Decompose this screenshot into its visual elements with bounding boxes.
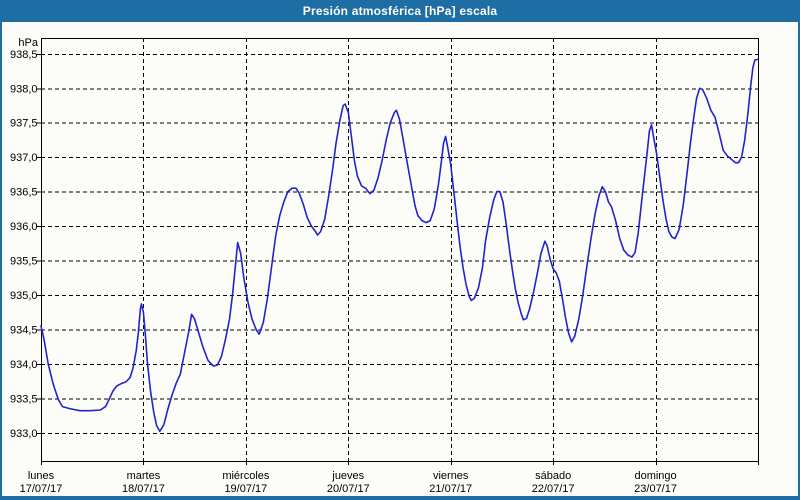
x-date-label: 19/07/17 <box>224 483 267 495</box>
gridlines <box>41 38 758 461</box>
plot-border <box>41 38 759 462</box>
y-tick-label: 938,0 <box>10 83 38 95</box>
y-tick-label: 933,0 <box>10 428 38 440</box>
x-day-label: miércoles <box>222 470 270 482</box>
y-tick-label: 935,0 <box>10 290 38 302</box>
pressure-chart: hPa 938,5 938,0 937,5 937,0 936,5 936,0 935,5 9… <box>10 37 759 495</box>
y-tick-label: 937,0 <box>10 152 38 164</box>
window-titlebar: Presión atmosférica [hPa] escala <box>0 0 800 22</box>
axis-ticks <box>37 53 759 465</box>
x-date-label: 18/07/17 <box>122 483 165 495</box>
y-tick-label: 933,5 <box>10 393 38 405</box>
x-day-label: jueves <box>331 470 364 482</box>
y-tick-label: 934,0 <box>10 359 38 371</box>
x-day-label: sábado <box>535 470 571 482</box>
y-tick-label: 935,5 <box>10 256 38 268</box>
y-tick-label: 937,5 <box>10 118 38 130</box>
x-day-label: viernes <box>433 470 469 482</box>
y-tick-label: 936,0 <box>10 221 38 233</box>
y-tick-label: 934,5 <box>10 324 38 336</box>
x-date-label: 22/07/17 <box>532 483 575 495</box>
y-tick-label: 938,5 <box>10 49 38 61</box>
y-tick-label: 936,5 <box>10 187 38 199</box>
x-day-label: domingo <box>634 470 676 482</box>
x-date-label: 23/07/17 <box>634 483 677 495</box>
x-date-label: 21/07/17 <box>429 483 472 495</box>
x-day-label: martes <box>127 470 161 482</box>
chart-content: hPa 938,5 938,0 937,5 937,0 936,5 936,0 935,5 9… <box>2 22 798 496</box>
x-date-label: 17/07/17 <box>20 483 63 495</box>
window-title: Presión atmosférica [hPa] escala <box>302 4 498 18</box>
x-day-label: lunes <box>28 470 55 482</box>
pressure-line <box>40 58 759 433</box>
x-date-label: 20/07/17 <box>327 483 370 495</box>
y-axis-unit-label: hPa <box>18 37 38 49</box>
